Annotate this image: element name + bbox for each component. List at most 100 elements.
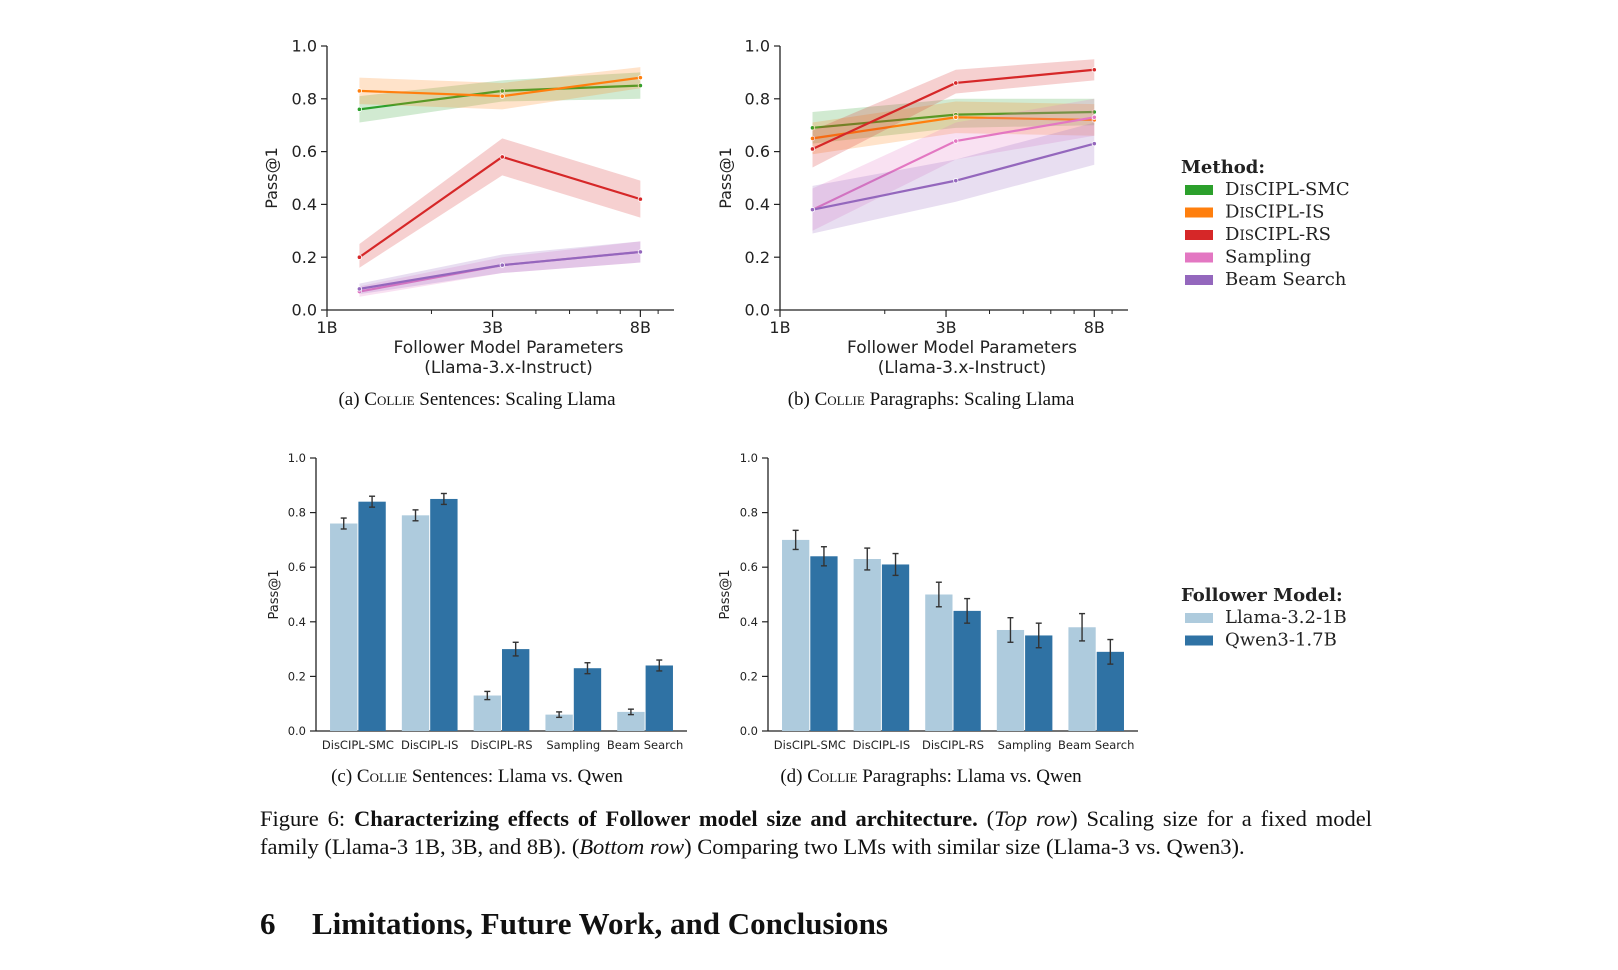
bar: [1025, 635, 1053, 731]
data-point: [356, 286, 363, 292]
y-tick-label: 0.4: [740, 615, 758, 629]
figure-6: 0.0 0.2 0.4 0.6 0.8 1.0 Pass@1 1B 3B 8B Follower M…: [262, 37, 1350, 752]
x-tick-label: 1B: [769, 318, 790, 337]
bar: [358, 501, 386, 731]
x-axis-label-2: (Llama-3.x-Instruct): [424, 358, 593, 378]
x-tick-label: DisCIPL-SMC: [774, 738, 846, 752]
confidence-band: [812, 59, 1095, 168]
subcaption-c: (c) Collie Sentences: Llama vs. Qwen: [331, 766, 623, 787]
data-point: [953, 178, 959, 184]
chart-c: 0.0 0.2 0.4 0.6 0.8 1.0 Pass@1 DisCIPL-SMC DisCI…: [267, 451, 687, 752]
series-discipl-rs: [356, 138, 643, 268]
data-point: [499, 93, 505, 99]
data-point: [356, 88, 363, 94]
y-tick-label: 0.4: [292, 195, 317, 214]
confidence-band: [359, 241, 641, 297]
legend-swatch: [1185, 230, 1213, 240]
y-tick-label: 1.0: [740, 451, 758, 465]
confidence-band: [812, 122, 1095, 234]
figure-label: Figure 6:: [260, 806, 354, 831]
bar: [617, 711, 645, 731]
chart-a: 0.0 0.2 0.4 0.6 0.8 1.0 Pass@1 1B 3B 8B Follower M…: [262, 37, 674, 378]
confidence-band: [359, 67, 641, 110]
y-tick-label: 0.6: [292, 142, 317, 161]
x-tick-label: DisCIPL-IS: [401, 738, 458, 752]
x-axis-label-2: (Llama-3.x-Instruct): [878, 358, 1047, 378]
confidence-band: [359, 241, 641, 295]
x-tick-label: 1B: [316, 318, 337, 337]
data-point: [1091, 114, 1097, 120]
legend-swatch: [1185, 613, 1213, 623]
x-tick-label: DisCIPL-SMC: [322, 738, 394, 752]
x-axis-label: Follower Model Parameters: [394, 338, 624, 358]
y-tick-label: 0.0: [745, 301, 770, 320]
legend-label: Qwen3-1.7B: [1225, 630, 1337, 651]
bar: [953, 610, 981, 731]
y-tick-label: 1.0: [288, 451, 306, 465]
subcaption-b: (b) Collie Paragraphs: Scaling Llama: [787, 389, 1075, 410]
bar: [473, 695, 501, 731]
legend-swatch: [1185, 635, 1213, 646]
chart-b: 0.0 0.2 0.4 0.6 0.8 1.0 Pass@1 1B 3B 8B Follower M…: [716, 37, 1128, 378]
data-point: [499, 262, 505, 268]
data-point: [356, 254, 363, 260]
data-point: [953, 138, 959, 144]
series-beam-search: [809, 122, 1097, 234]
bar: [925, 594, 953, 731]
data-point: [637, 83, 643, 89]
y-tick-label: 0.8: [288, 506, 306, 520]
data-point: [499, 154, 505, 160]
confidence-band: [359, 138, 641, 268]
series-discipl-is: [356, 67, 643, 110]
series-beam-search: [356, 241, 643, 295]
legend-method: Method:DISCIPL-SMCDISCIPL-ISDISCIPL-RSSa…: [1181, 157, 1350, 290]
y-tick-label: 0.4: [288, 615, 306, 629]
bar: [782, 539, 810, 731]
figure-caption: Figure 6: Characterizing effects of Foll…: [260, 806, 1372, 859]
bar: [573, 668, 602, 731]
legend-swatch: [1185, 275, 1213, 285]
y-axis-label: Pass@1: [267, 569, 282, 619]
legend-swatch: [1185, 207, 1213, 218]
y-tick-label: 0.0: [292, 301, 317, 320]
x-tick-label: DisCIPL-RS: [470, 738, 532, 752]
y-tick-label: 0.6: [745, 142, 770, 161]
section-title: Limitations, Future Work, and Conclusion…: [312, 906, 888, 941]
y-tick-label: 0.6: [288, 560, 306, 574]
legend-label: DISCIPL-SMC: [1225, 179, 1350, 200]
y-tick-label: 0.4: [745, 195, 770, 214]
subcaption-d: (d) Collie Paragraphs: Llama vs. Qwen: [780, 766, 1082, 787]
y-tick-label: 0.2: [745, 248, 770, 267]
legend-title: Method:: [1181, 157, 1265, 178]
subcaption-a: (a) Collie Sentences: Scaling Llama: [338, 389, 616, 410]
bar: [1096, 651, 1124, 731]
x-tick-label: Beam Search: [607, 738, 683, 752]
data-point: [953, 114, 959, 120]
data-point: [809, 207, 816, 213]
bar: [502, 649, 530, 731]
x-axis-label: Follower Model Parameters: [847, 338, 1077, 358]
y-tick-label: 0.0: [288, 724, 306, 738]
x-tick-label: 8B: [1084, 318, 1105, 337]
data-point: [809, 125, 816, 131]
series-discipl-smc: [356, 72, 643, 123]
y-axis-label: Pass@1: [716, 147, 735, 209]
y-tick-label: 1.0: [292, 37, 317, 56]
bar: [881, 564, 910, 731]
confidence-band: [812, 98, 1095, 231]
y-tick-label: 0.8: [745, 89, 770, 108]
data-point: [637, 249, 643, 255]
bar: [810, 556, 838, 731]
legend-label: Beam Search: [1225, 269, 1347, 290]
bar: [996, 629, 1025, 731]
bar: [330, 523, 358, 731]
y-tick-label: 0.2: [292, 248, 317, 267]
legend-swatch: [1185, 252, 1213, 263]
data-point: [637, 196, 643, 202]
x-tick-label: 8B: [630, 318, 651, 337]
confidence-band: [359, 72, 641, 123]
legend-swatch: [1185, 185, 1213, 195]
section-number: 6: [260, 906, 276, 941]
data-point: [1091, 141, 1097, 147]
